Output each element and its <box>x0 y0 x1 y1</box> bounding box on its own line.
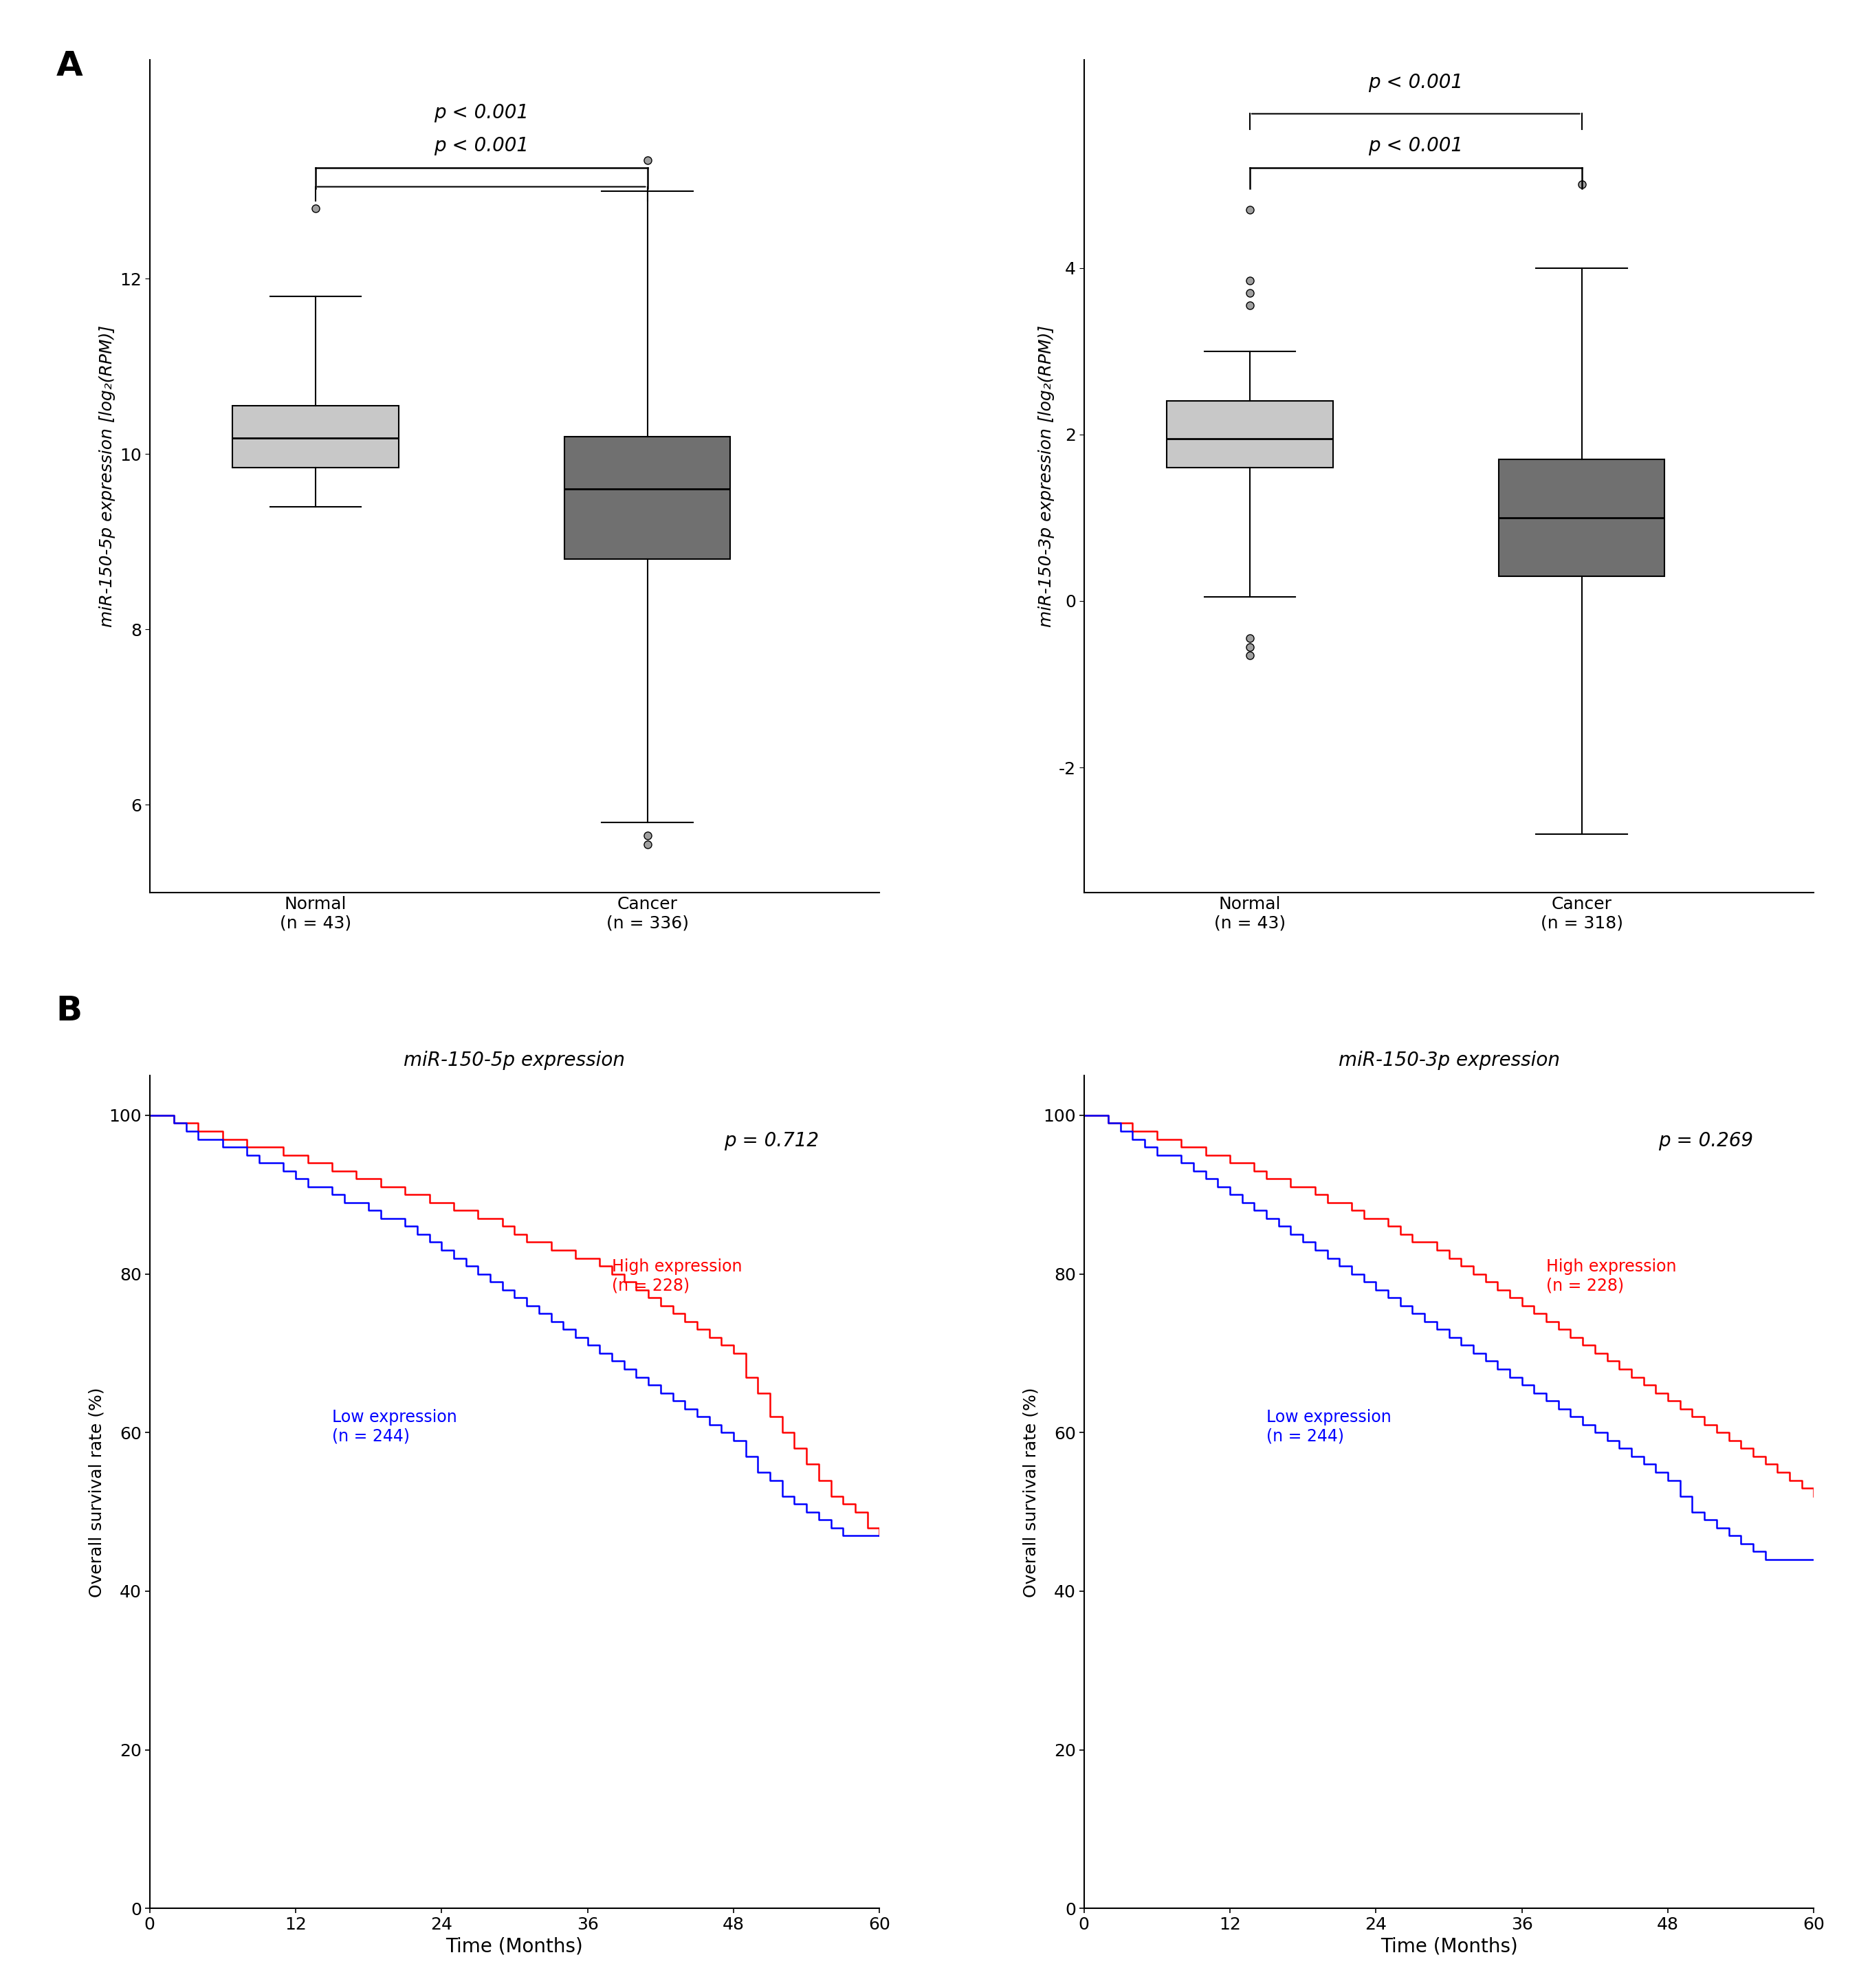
Text: Low expression
(n = 244): Low expression (n = 244) <box>333 1409 456 1445</box>
Text: p < 0.001: p < 0.001 <box>434 135 529 155</box>
FancyBboxPatch shape <box>232 406 398 467</box>
Y-axis label: miR-150-5p expression [log₂(RPM)]: miR-150-5p expression [log₂(RPM)] <box>99 326 116 626</box>
Text: B: B <box>56 994 82 1028</box>
Title: miR-150-3p expression: miR-150-3p expression <box>1339 1052 1560 1070</box>
Text: p < 0.001: p < 0.001 <box>434 103 529 123</box>
FancyBboxPatch shape <box>565 437 731 559</box>
Text: Low expression
(n = 244): Low expression (n = 244) <box>1266 1409 1391 1445</box>
Title: miR-150-5p expression: miR-150-5p expression <box>404 1052 625 1070</box>
Text: p = 0.712: p = 0.712 <box>724 1131 819 1151</box>
Y-axis label: Overall survival rate (%): Overall survival rate (%) <box>1023 1388 1040 1596</box>
Text: A: A <box>56 50 82 83</box>
Text: High expression
(n = 228): High expression (n = 228) <box>611 1258 742 1294</box>
FancyBboxPatch shape <box>1167 402 1333 467</box>
Y-axis label: miR-150-3p expression [log₂(RPM)]: miR-150-3p expression [log₂(RPM)] <box>1038 326 1055 626</box>
Text: p < 0.001: p < 0.001 <box>1369 135 1462 155</box>
Text: p < 0.001: p < 0.001 <box>1369 74 1462 91</box>
FancyBboxPatch shape <box>1498 459 1664 577</box>
X-axis label: Time (Months): Time (Months) <box>445 1936 583 1956</box>
X-axis label: Time (Months): Time (Months) <box>1380 1936 1518 1956</box>
Y-axis label: Overall survival rate (%): Overall survival rate (%) <box>88 1388 105 1596</box>
Text: p = 0.269: p = 0.269 <box>1659 1131 1752 1151</box>
Text: High expression
(n = 228): High expression (n = 228) <box>1546 1258 1677 1294</box>
